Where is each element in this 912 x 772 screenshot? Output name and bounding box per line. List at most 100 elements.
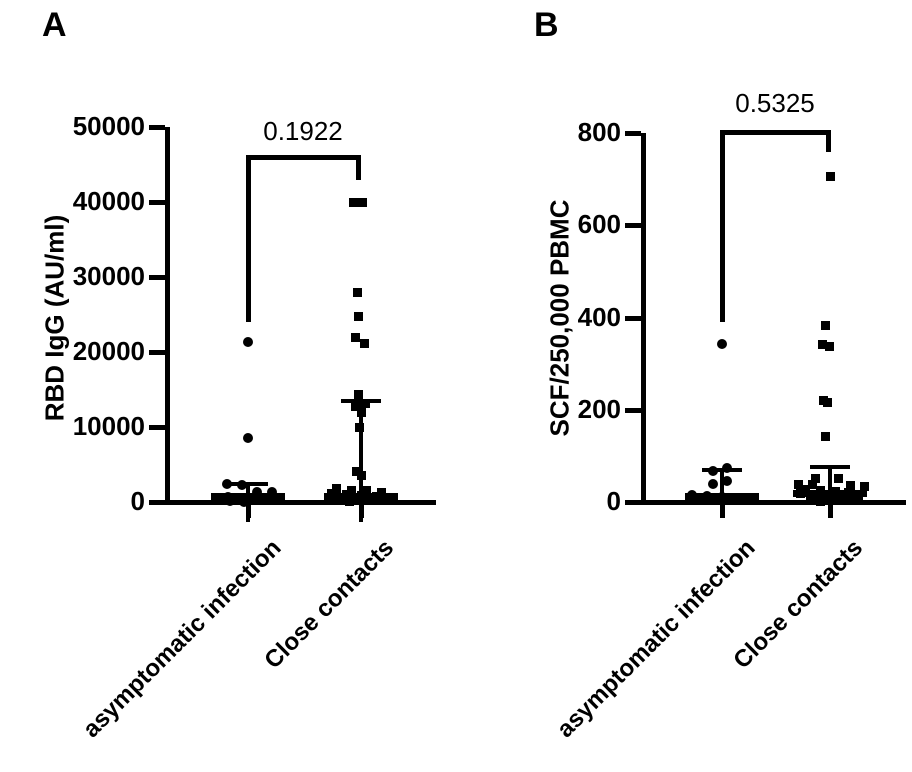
data-point-square <box>326 489 336 499</box>
data-point-square <box>825 172 835 182</box>
median-bar <box>211 493 285 500</box>
y-axis-tick <box>625 223 641 229</box>
panel-b-label: B <box>534 6 559 44</box>
data-point-square <box>357 197 367 207</box>
data-point-circle <box>243 337 253 348</box>
data-point-square <box>822 398 832 408</box>
y-axis-tick-label: 50000 <box>72 111 145 141</box>
data-point-circle <box>708 479 718 489</box>
data-point-square <box>830 487 840 497</box>
bracket-top-bar <box>246 155 361 160</box>
y-axis-tick-label: 20000 <box>72 336 145 366</box>
data-point-square <box>810 490 820 500</box>
panel-a-p-value: 0.1922 <box>263 116 343 146</box>
panel-a-label: A <box>42 6 67 44</box>
data-point-square <box>820 320 830 330</box>
bracket-right-arm <box>356 155 361 180</box>
x-axis-line <box>165 500 436 505</box>
y-axis-tick <box>149 200 165 205</box>
data-point-square <box>386 493 396 502</box>
data-point-square <box>820 495 830 505</box>
data-point-square <box>341 490 351 499</box>
y-axis-tick-label: 0 <box>606 486 621 516</box>
data-point-square <box>800 484 810 494</box>
data-point-square <box>350 332 360 342</box>
data-point-square <box>348 197 358 207</box>
y-axis-tick <box>625 500 641 505</box>
y-axis-tick-label: 10000 <box>72 411 145 441</box>
data-point-circle <box>687 489 697 500</box>
data-point-square <box>379 496 389 506</box>
data-point-square <box>354 422 364 432</box>
data-point-square <box>853 493 863 503</box>
data-point-square <box>360 398 370 408</box>
data-point-square <box>356 471 366 481</box>
data-point-circle <box>239 496 249 507</box>
data-point-square <box>353 312 363 322</box>
data-point-square <box>807 480 817 490</box>
data-point-circle <box>237 480 247 491</box>
error-bar-stem <box>359 400 363 523</box>
panel-a-group-label-asymptomatic: asymptomatic infection <box>77 534 287 743</box>
bracket-top-bar <box>720 130 831 135</box>
data-point-circle <box>252 486 262 497</box>
x-axis-line <box>641 500 906 505</box>
y-axis-tick <box>149 500 165 505</box>
y-axis-tick-label: 30000 <box>72 261 145 291</box>
data-point-square <box>805 494 815 504</box>
data-point-square <box>344 496 354 506</box>
data-point-square <box>843 488 853 498</box>
y-axis-tick <box>149 125 165 130</box>
data-point-circle <box>717 491 727 502</box>
panel-b-group-label-asymptomatic: asymptomatic infection <box>551 534 761 743</box>
data-point-square <box>359 338 369 348</box>
data-point-square <box>824 342 834 352</box>
y-axis-tick-label: 400 <box>577 301 621 332</box>
bracket-right-arm <box>826 130 831 152</box>
panel-b-p-value: 0.5325 <box>735 88 815 118</box>
data-point-square <box>845 481 855 491</box>
panel-b-y-axis-title: SCF/250,000 PBMC <box>544 199 575 437</box>
data-point-square <box>353 389 363 399</box>
data-point-square <box>793 479 803 489</box>
y-axis-tick-label: 800 <box>577 117 621 147</box>
y-axis-tick <box>149 350 165 355</box>
y-axis-tick-label: 200 <box>577 393 621 424</box>
data-point-square <box>815 496 825 506</box>
data-point-circle <box>732 492 742 503</box>
y-axis-tick <box>149 425 165 430</box>
data-point-circle <box>717 338 727 349</box>
data-point-square <box>334 493 344 503</box>
y-axis-line <box>165 127 170 505</box>
data-point-square <box>364 495 374 505</box>
data-point-circle <box>253 495 263 506</box>
y-axis-tick <box>625 131 641 136</box>
y-axis-tick-label: 0 <box>130 486 145 516</box>
error-bar-top-cap <box>810 465 850 470</box>
data-point-square <box>351 466 361 476</box>
bracket-left-arm <box>720 130 725 322</box>
bracket-left-arm <box>246 155 251 322</box>
data-point-square <box>352 287 362 297</box>
data-point-square <box>356 407 366 417</box>
data-point-circle <box>267 487 277 498</box>
data-point-square <box>833 495 843 505</box>
y-axis-line <box>641 133 646 505</box>
data-point-square <box>795 489 805 499</box>
data-point-square <box>859 482 869 492</box>
y-axis-tick <box>625 315 641 321</box>
data-point-square <box>356 490 366 500</box>
data-point-square <box>371 491 381 501</box>
data-point-square <box>376 487 386 497</box>
y-axis-tick <box>149 275 165 280</box>
data-point-circle <box>722 462 732 473</box>
data-point-circle <box>712 495 722 506</box>
data-point-circle <box>243 433 253 444</box>
data-point-square <box>346 485 356 495</box>
data-point-square <box>815 485 825 495</box>
data-point-circle <box>222 479 232 490</box>
data-point-square <box>810 474 820 484</box>
data-point-square <box>361 486 371 496</box>
error-bar-top-cap <box>228 482 268 486</box>
